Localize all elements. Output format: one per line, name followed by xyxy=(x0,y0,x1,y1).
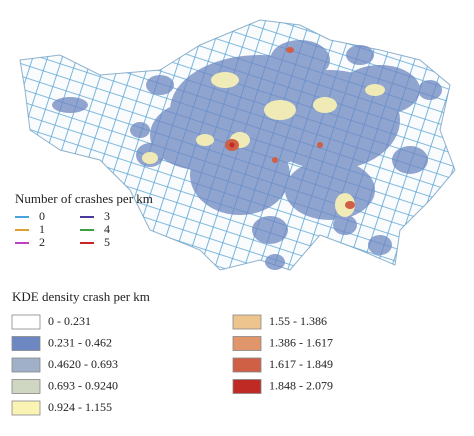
legend-label: 0 xyxy=(39,209,45,223)
legend-kde: KDE density crash per km 0 - 0.231 0.231 … xyxy=(11,289,333,416)
legend-label: 1.55 - 1.386 xyxy=(269,314,327,328)
legend-label: 5 xyxy=(104,235,110,249)
legend-title: KDE density crash per km xyxy=(12,289,150,304)
map xyxy=(19,19,456,271)
legend-label: 0.231 - 0.462 xyxy=(48,335,112,349)
legend-swatch xyxy=(232,314,262,330)
kde-mid xyxy=(142,72,385,217)
legend-label: 4 xyxy=(104,222,110,236)
legend-label: 3 xyxy=(104,209,110,223)
legend-swatch xyxy=(232,379,262,394)
legend-lines: Number of crashes per km 012 345 xyxy=(15,191,153,249)
legend-swatch xyxy=(232,357,262,373)
legend-label: 1 xyxy=(39,222,45,236)
legend-swatch xyxy=(11,336,41,351)
legend-swatch xyxy=(11,357,41,373)
legend-title: Number of crashes per km xyxy=(15,191,153,206)
legend-swatch xyxy=(232,336,262,351)
legend-label: 0.924 - 1.155 xyxy=(48,400,112,414)
legend-label: 1.386 - 1.617 xyxy=(269,335,333,349)
kde-peak xyxy=(229,142,235,148)
legend-label: 0.4620 - 0.693 xyxy=(48,357,118,371)
kde-high xyxy=(225,47,355,209)
legend-label: 2 xyxy=(39,235,45,249)
legend-swatch xyxy=(11,400,41,416)
legend-swatch xyxy=(11,314,41,330)
legend-label: 0.693 - 0.9240 xyxy=(48,378,118,392)
legend-label: 1.617 - 1.849 xyxy=(269,357,333,371)
legend-swatch xyxy=(11,379,41,394)
legend-label: 1.848 - 2.079 xyxy=(269,378,333,392)
legend-label: 0 - 0.231 xyxy=(48,314,91,328)
